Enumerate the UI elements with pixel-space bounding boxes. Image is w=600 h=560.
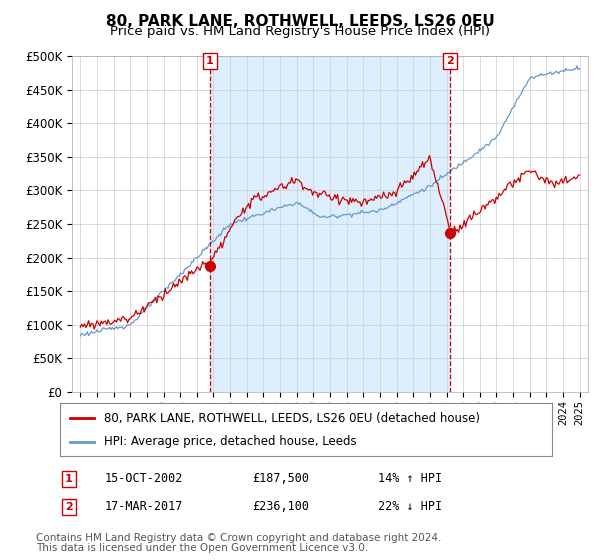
Text: HPI: Average price, detached house, Leeds: HPI: Average price, detached house, Leed… [104,435,357,448]
Text: This data is licensed under the Open Government Licence v3.0.: This data is licensed under the Open Gov… [36,543,368,553]
Text: 80, PARK LANE, ROTHWELL, LEEDS, LS26 0EU: 80, PARK LANE, ROTHWELL, LEEDS, LS26 0EU [106,14,494,29]
Text: 2: 2 [446,56,454,66]
Text: 2: 2 [65,502,73,512]
Text: £236,100: £236,100 [252,500,309,514]
Bar [210,56,450,392]
Text: 14% ↑ HPI: 14% ↑ HPI [378,472,442,486]
Text: 1: 1 [65,474,73,484]
Text: Contains HM Land Registry data © Crown copyright and database right 2024.: Contains HM Land Registry data © Crown c… [36,533,442,543]
Text: 15-OCT-2002: 15-OCT-2002 [105,472,184,486]
Text: 22% ↓ HPI: 22% ↓ HPI [378,500,442,514]
Text: 80, PARK LANE, ROTHWELL, LEEDS, LS26 0EU (detached house): 80, PARK LANE, ROTHWELL, LEEDS, LS26 0EU… [104,412,480,424]
Text: £187,500: £187,500 [252,472,309,486]
Text: 17-MAR-2017: 17-MAR-2017 [105,500,184,514]
Text: 1: 1 [206,56,214,66]
Text: Price paid vs. HM Land Registry's House Price Index (HPI): Price paid vs. HM Land Registry's House … [110,25,490,38]
